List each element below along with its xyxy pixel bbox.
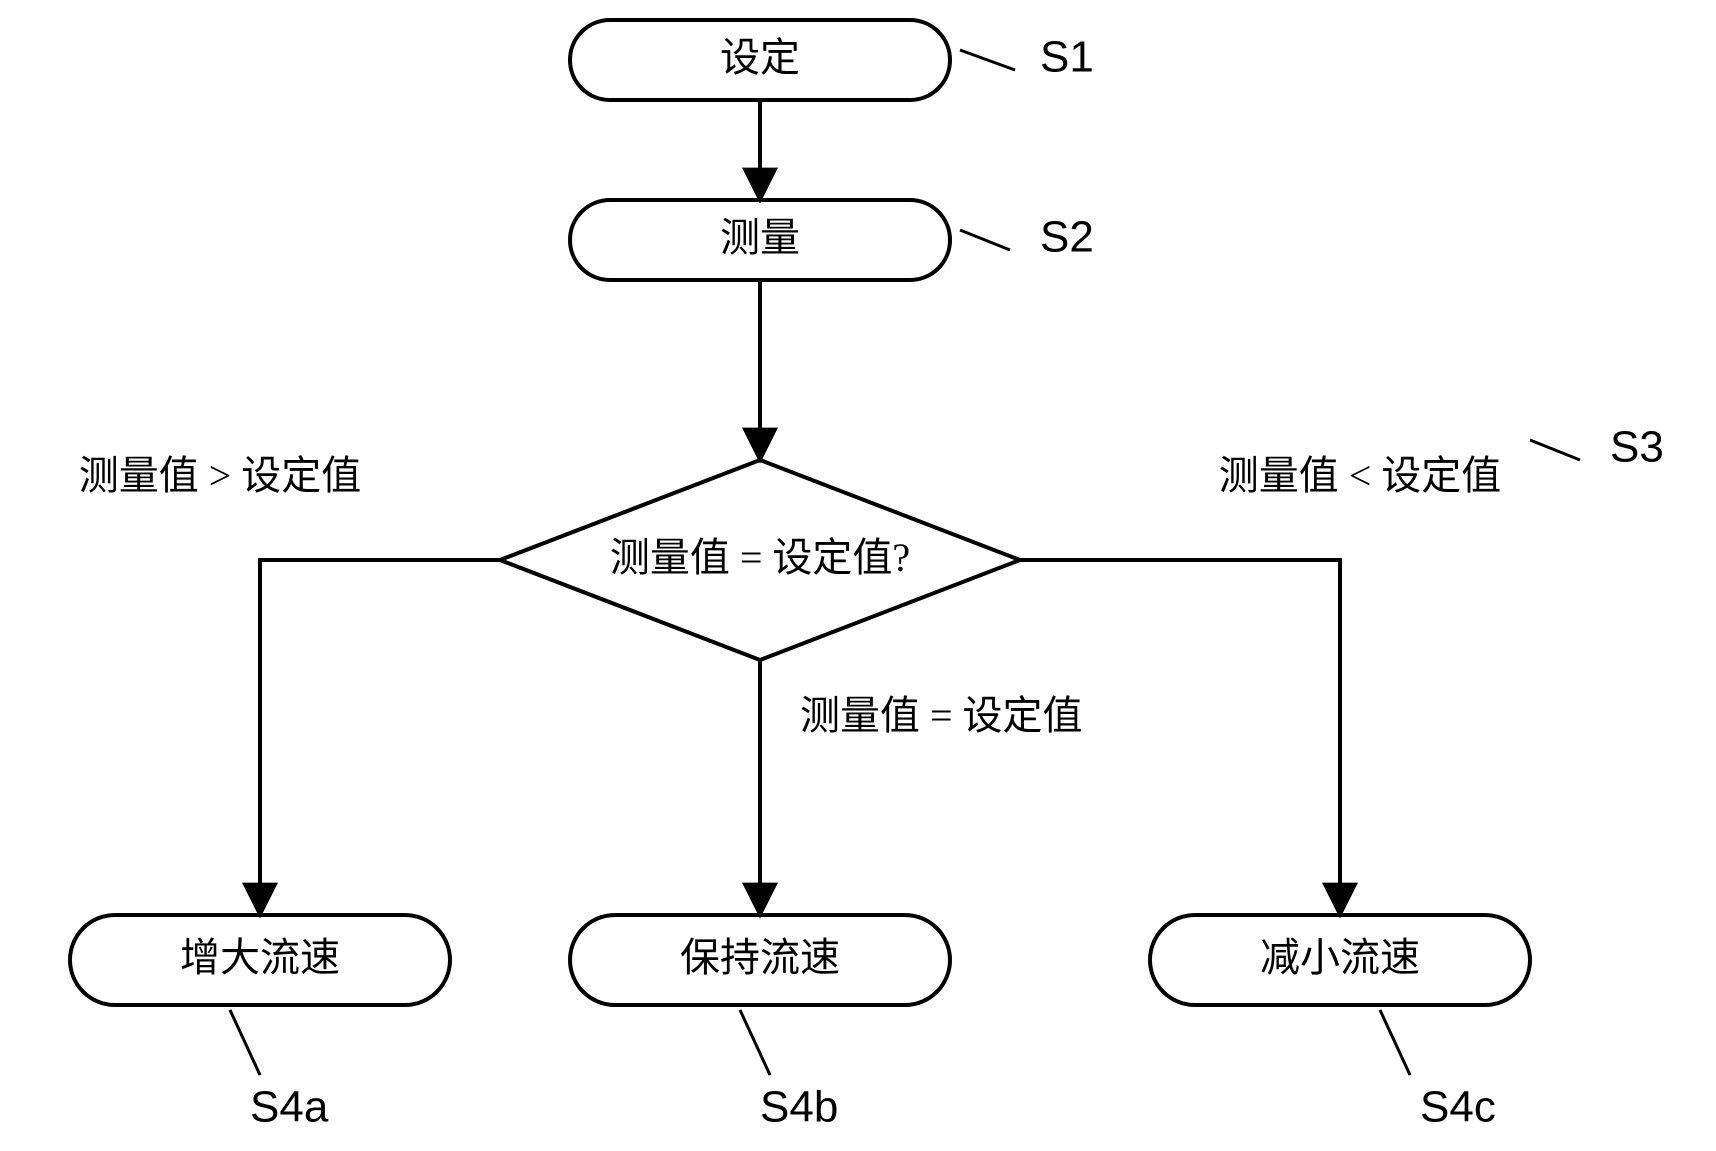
edge-label-left: 测量值 > 设定值 [79, 453, 362, 498]
tag-tick-s4c [1380, 1010, 1410, 1075]
tag-tick-s4a [230, 1010, 260, 1075]
tag-s1: S1 [1040, 33, 1094, 82]
tag-tick-s2 [960, 230, 1010, 250]
s3-label: 测量值 = 设定值? [610, 535, 910, 580]
tag-s2: S2 [1040, 213, 1094, 262]
s2-label: 测量 [720, 215, 800, 260]
tag-tick-s3 [1530, 440, 1580, 460]
tag-tick-s1 [960, 50, 1015, 70]
s4b-label: 保持流速 [680, 935, 840, 980]
s4c-label: 减小流速 [1260, 935, 1420, 980]
tag-s4c: S4c [1420, 1083, 1496, 1132]
tag-s3: S3 [1610, 423, 1664, 472]
tag-s4b: S4b [760, 1083, 838, 1132]
edge-s3-s4a [260, 560, 500, 915]
s1-label: 设定 [720, 35, 800, 80]
edge-label-bottom: 测量值 = 设定值 [800, 693, 1083, 738]
tag-tick-s4b [740, 1010, 770, 1075]
s4a-label: 增大流速 [180, 935, 340, 980]
edge-label-right: 测量值 < 设定值 [1219, 453, 1502, 498]
tag-s4a: S4a [250, 1083, 329, 1132]
